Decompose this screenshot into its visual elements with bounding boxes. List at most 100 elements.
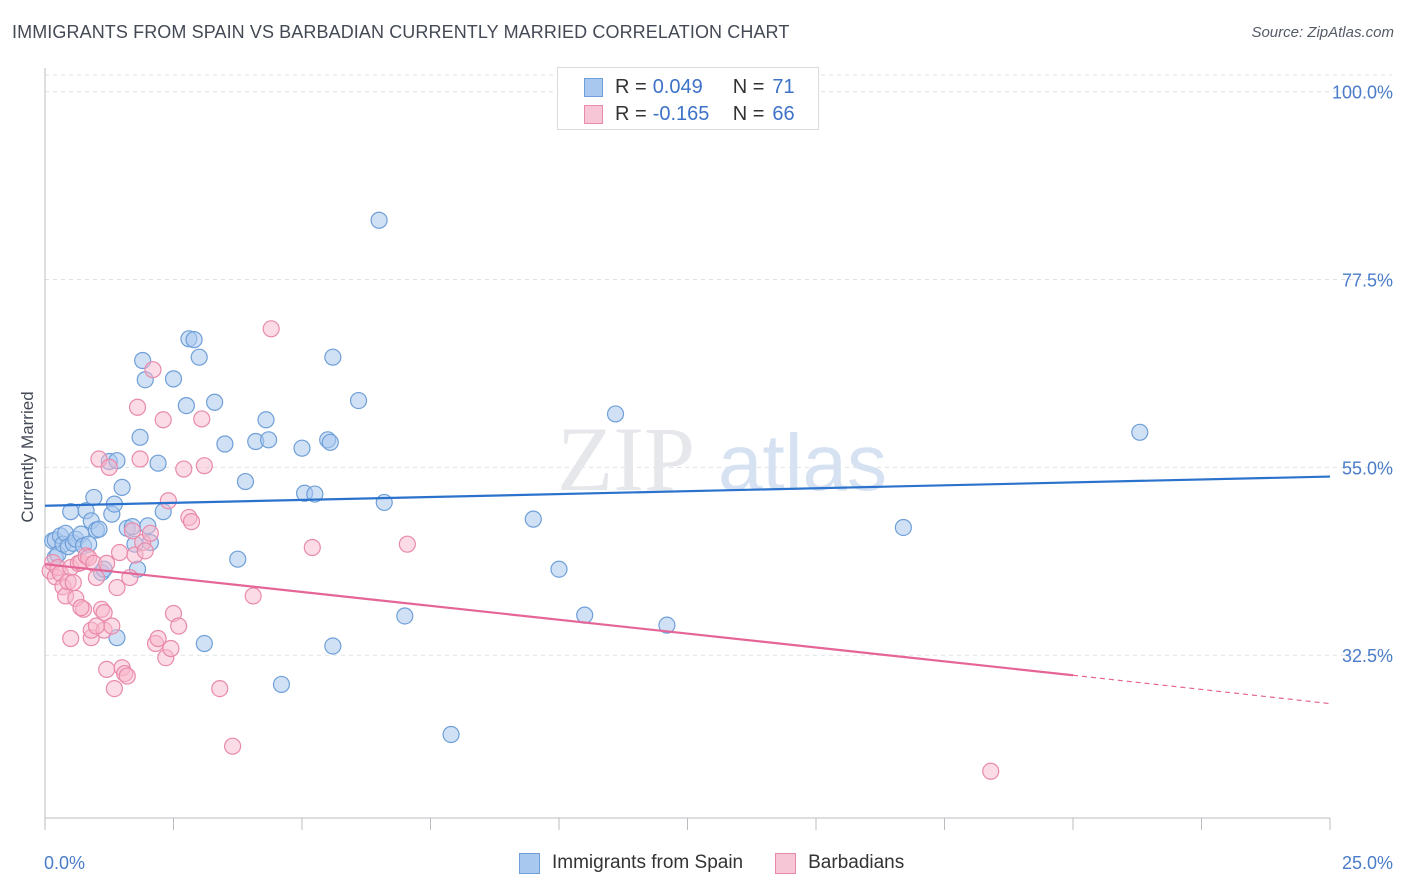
legend-r-label: R = [615, 75, 647, 98]
x-tick-label: 25.0% [1342, 853, 1393, 873]
data-point-spain [259, 431, 278, 449]
data-point-spain [164, 370, 183, 388]
data-point-spain [177, 396, 195, 415]
data-point-spain [190, 348, 208, 366]
trend-line-spain [44, 475, 1331, 507]
data-point-barbadians [64, 573, 82, 592]
legend-row-spain: R = 0.049 N = 71 [584, 75, 842, 99]
legend-swatch-blue [519, 852, 540, 874]
data-point-spain [257, 411, 275, 429]
data-point-spain [894, 518, 912, 537]
data-point-spain [324, 348, 342, 366]
correlation-legend: R = 0.049 N = 71 R = -0.165 N = 66 [557, 67, 819, 130]
data-point-barbadians [398, 535, 416, 553]
legend-r-label: R = [615, 102, 647, 125]
data-point-spain [321, 433, 339, 451]
data-point-barbadians [211, 680, 229, 698]
data-point-barbadians [141, 524, 159, 542]
data-point-spain [272, 675, 291, 694]
legend-n-label: N = [732, 75, 765, 98]
data-point-barbadians [108, 578, 126, 597]
data-point-spain [293, 439, 311, 457]
trend-line-barbadians-extrapolated [1072, 674, 1331, 705]
y-axis-title: Currently Married [18, 391, 37, 522]
y-tick-label: 77.5% [1342, 271, 1393, 291]
legend-swatch-blue [584, 77, 603, 97]
y-tick-labels: 32.5% 55.0% 77.5% 100.0% [1332, 83, 1393, 667]
data-point-barbadians [170, 617, 188, 635]
data-point-spain [1131, 423, 1149, 441]
legend-n-value: 66 [772, 102, 795, 125]
data-point-barbadians [193, 410, 211, 428]
data-point-barbadians [98, 660, 116, 679]
legend-n-label: N = [732, 102, 765, 125]
legend-n-value: 71 [772, 75, 795, 98]
legend-item-barbadians[interactable]: Barbadians [775, 852, 904, 874]
data-point-spain [236, 472, 255, 491]
legend-swatch-pink [584, 104, 603, 124]
data-point-spain [206, 393, 224, 411]
watermark-atlas: atlas [718, 418, 887, 507]
trend-line-barbadians [44, 563, 1074, 677]
trend-lines [44, 475, 1331, 705]
legend-r-value: -0.165 [652, 102, 710, 125]
data-point-spain [229, 550, 247, 568]
data-point-barbadians [110, 543, 129, 562]
data-point-spain [658, 616, 676, 634]
y-tick-label: 100.0% [1332, 83, 1393, 103]
data-point-barbadians [303, 538, 321, 557]
watermark: ZIP atlas [557, 408, 887, 510]
data-point-spain [442, 725, 460, 744]
data-point-spain [396, 607, 414, 625]
series-barbadians-points [41, 320, 1000, 780]
data-point-barbadians [154, 411, 172, 429]
data-point-barbadians [131, 450, 149, 468]
data-point-barbadians [144, 361, 162, 379]
data-point-barbadians [182, 513, 201, 531]
axes [44, 68, 1331, 830]
data-point-barbadians [87, 568, 106, 587]
data-point-barbadians [95, 604, 113, 622]
data-point-barbadians [224, 737, 242, 755]
y-tick-label: 55.0% [1342, 458, 1393, 478]
data-point-spain [90, 520, 108, 538]
data-point-barbadians [105, 680, 123, 698]
legend-row-barbadians: R = -0.165 N = 66 [584, 102, 842, 126]
data-point-barbadians [72, 599, 90, 617]
data-point-spain [216, 435, 234, 453]
data-point-barbadians [982, 762, 1000, 780]
data-point-spain [524, 510, 542, 528]
data-point-spain [324, 637, 342, 655]
legend-label-spain: Immigrants from Spain [552, 852, 744, 873]
data-point-barbadians [103, 617, 121, 635]
data-point-spain [306, 485, 324, 503]
data-point-barbadians [159, 492, 177, 510]
data-point-barbadians [100, 458, 118, 476]
chart-title: IMMIGRANTS FROM SPAIN VS BARBADIAN CURRE… [12, 22, 790, 42]
data-point-spain [606, 405, 625, 423]
series-legend: Immigrants from Spain Barbadians [519, 852, 936, 874]
x-tick-label: 0.0% [44, 853, 85, 873]
data-point-barbadians [62, 629, 80, 648]
data-point-barbadians [262, 320, 280, 338]
grid-lines [45, 74, 1392, 656]
data-point-barbadians [195, 457, 213, 475]
data-point-barbadians [98, 554, 116, 572]
data-point-spain [113, 478, 131, 497]
data-point-spain [195, 634, 213, 653]
data-point-barbadians [175, 460, 193, 478]
data-point-spain [149, 454, 167, 472]
data-point-spain [550, 560, 568, 578]
data-point-barbadians [118, 667, 136, 685]
source-label: Source: ZipAtlas.com [1251, 24, 1394, 41]
data-point-spain [131, 428, 149, 446]
data-point-barbadians [244, 587, 262, 605]
data-point-barbadians [162, 639, 180, 658]
legend-label-barbadians: Barbadians [808, 852, 905, 873]
data-point-spain [576, 606, 594, 624]
data-point-spain [349, 391, 368, 410]
data-point-spain [185, 331, 203, 349]
data-point-barbadians [87, 617, 106, 635]
legend-item-spain[interactable]: Immigrants from Spain [519, 852, 743, 874]
